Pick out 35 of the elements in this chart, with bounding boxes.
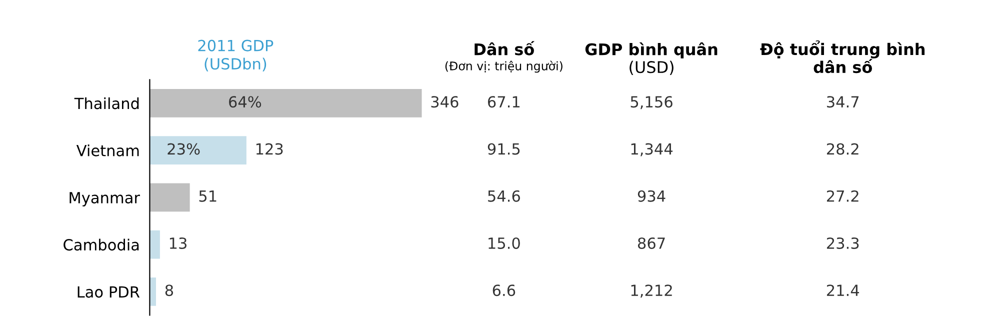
text: 934 xyxy=(638,190,666,202)
text: 23.3 xyxy=(826,237,859,249)
bar xyxy=(150,89,422,118)
y-tick-label: Lao PDR xyxy=(78,286,140,298)
text: 27.2 xyxy=(826,190,858,202)
y-tick-label: Myanmar xyxy=(70,192,140,206)
text: 54.6 xyxy=(488,190,520,202)
bar xyxy=(150,230,160,259)
annotation: 23% xyxy=(168,143,200,155)
text: 6.6 xyxy=(492,284,516,296)
text: 1,344 xyxy=(631,143,673,156)
bar xyxy=(150,136,246,164)
data-label: 123 xyxy=(256,143,283,155)
category-label: Dân số (Đơn vị: triệu người) xyxy=(445,41,562,73)
text: 67.1 xyxy=(488,96,520,108)
text: 28.2 xyxy=(826,143,858,155)
annotation: 64% xyxy=(229,96,262,108)
text: 5,156 xyxy=(630,96,672,110)
text: 21.4 xyxy=(826,284,860,296)
category-label: Độ tuổi trung bình dân số xyxy=(760,40,925,74)
y-tick-label: Cambodia xyxy=(64,238,139,251)
data-label: 8 xyxy=(165,284,174,296)
data-label: 51 xyxy=(199,190,216,202)
y-tick-label: Thailand xyxy=(74,97,139,110)
data-label: 346 xyxy=(431,96,458,108)
text: 34.7 xyxy=(827,96,859,108)
text: 91.5 xyxy=(488,143,520,155)
text: 1,212 xyxy=(631,284,672,298)
category-label: GDP bình quân (USD) xyxy=(585,42,718,76)
text: 867 xyxy=(638,237,665,249)
chart-title: 2011 GDP (USDbn) xyxy=(198,40,274,72)
y-tick-label: Vietnam xyxy=(76,144,139,156)
data-label: 13 xyxy=(170,237,186,249)
bar xyxy=(150,183,190,212)
text: 15.0 xyxy=(488,237,520,249)
